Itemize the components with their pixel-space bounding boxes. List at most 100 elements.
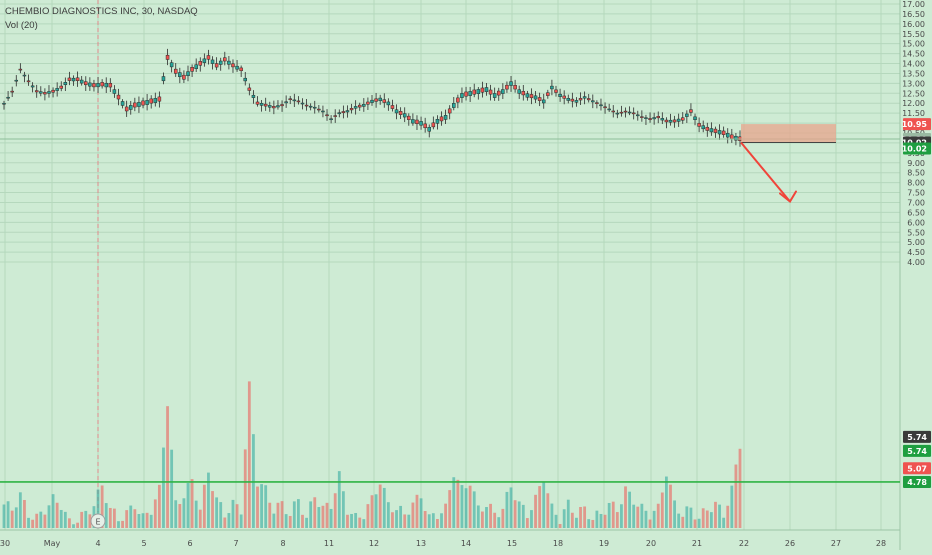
volume-bar <box>513 500 517 528</box>
candle-body <box>611 110 615 113</box>
volume-bar <box>374 494 378 528</box>
volume-bar <box>96 489 100 528</box>
volume-bar <box>701 508 705 528</box>
candle-body <box>30 85 35 88</box>
candle-body <box>47 91 51 94</box>
candle-body <box>84 81 88 86</box>
price-tick-label: 6.00 <box>907 218 925 227</box>
candle-body <box>218 60 223 65</box>
time-tick-label: 21 <box>692 539 702 548</box>
candle-body <box>357 104 362 108</box>
time-tick-label: 28 <box>876 539 886 548</box>
volume-bar <box>423 511 427 528</box>
price-tick-label: 14.50 <box>902 50 925 59</box>
candle-body <box>288 98 292 100</box>
candle-body <box>480 87 485 93</box>
volume-bar <box>726 505 730 528</box>
volume-bar <box>215 497 219 528</box>
candle-body <box>243 77 247 82</box>
volume-bar <box>530 510 533 528</box>
volume-bar <box>6 501 10 528</box>
volume-bar <box>628 491 631 528</box>
volume-bar <box>485 507 488 528</box>
price-tick-label: 9.00 <box>907 159 925 168</box>
candle-body <box>366 101 370 105</box>
volume-bar <box>23 499 26 528</box>
price-tick-label: 13.50 <box>902 69 925 78</box>
candle-body <box>697 123 701 127</box>
candle-body <box>382 99 387 103</box>
earnings-marker <box>90 513 106 529</box>
volume-bar <box>464 488 468 528</box>
volume-bar <box>27 517 30 528</box>
candle-body <box>165 54 170 60</box>
volume-bar <box>284 514 288 528</box>
price-tick-label: 5.00 <box>907 238 925 247</box>
volume-bar <box>35 513 39 528</box>
candle-body <box>304 104 309 107</box>
candle-body <box>599 104 603 107</box>
volume-bar <box>2 504 6 528</box>
candle-body <box>607 108 611 111</box>
candle-body <box>268 105 272 108</box>
volume-bar <box>693 519 697 528</box>
volume-bar <box>137 513 141 528</box>
price-tick-label: 14.00 <box>902 60 925 69</box>
candle-body <box>672 119 677 123</box>
volume-bar <box>505 491 509 528</box>
volume-bar <box>153 499 157 528</box>
price-tick-label: 8.00 <box>907 179 925 188</box>
volume-bar <box>481 511 484 528</box>
candle-body <box>10 90 14 93</box>
volume-bar <box>350 513 353 528</box>
candle-body <box>656 116 660 119</box>
candle-body <box>153 98 158 103</box>
volume-bar <box>117 521 120 528</box>
volume-bar <box>247 381 251 528</box>
prediction-box <box>741 124 836 143</box>
candle-body <box>558 93 562 97</box>
volume-bar <box>436 518 439 528</box>
price-badge <box>903 142 931 155</box>
volume-bar <box>636 506 640 528</box>
time-tick-label: 8 <box>280 539 285 548</box>
volume-bar <box>264 485 268 528</box>
volume-bar <box>129 505 133 528</box>
volume-bar <box>660 492 664 528</box>
candle-body <box>578 98 583 101</box>
volume-bar <box>346 514 349 528</box>
candle-body <box>96 83 100 88</box>
candle-body <box>349 108 354 111</box>
candle-body <box>231 63 235 68</box>
volume-bar <box>288 515 292 528</box>
candle-body <box>186 71 190 76</box>
candle-body <box>664 119 669 123</box>
candle-body <box>554 89 558 93</box>
candle-body <box>14 79 19 82</box>
candle-body <box>586 98 591 101</box>
candle-body <box>603 106 607 109</box>
volume-bar <box>113 508 116 528</box>
candle-body <box>88 82 92 87</box>
candle-body <box>214 63 219 68</box>
volume-bar <box>517 501 521 528</box>
volume-bar <box>497 517 501 528</box>
volume-bar <box>521 504 525 528</box>
candle-body <box>574 100 579 103</box>
volume-bar <box>370 495 374 528</box>
volume-badge-label: 4.78 <box>907 478 927 487</box>
volume-bar <box>648 519 652 528</box>
volume-bar <box>260 484 263 528</box>
chart-legend: CHEMBIO DIAGNOSTICS INC, 30, NASDAQ Vol … <box>5 5 198 33</box>
candle-body <box>427 127 431 132</box>
volume-bar <box>730 485 734 528</box>
volume-badge <box>903 462 931 475</box>
time-tick-label: 22 <box>739 539 749 548</box>
candle-body <box>676 118 681 122</box>
candle-body <box>513 84 517 90</box>
candle-body <box>259 103 264 106</box>
volume-bar <box>305 517 308 528</box>
volume-bar <box>583 506 587 528</box>
